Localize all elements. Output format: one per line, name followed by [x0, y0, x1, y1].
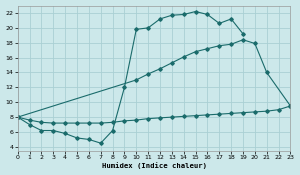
X-axis label: Humidex (Indice chaleur): Humidex (Indice chaleur) [102, 163, 207, 169]
